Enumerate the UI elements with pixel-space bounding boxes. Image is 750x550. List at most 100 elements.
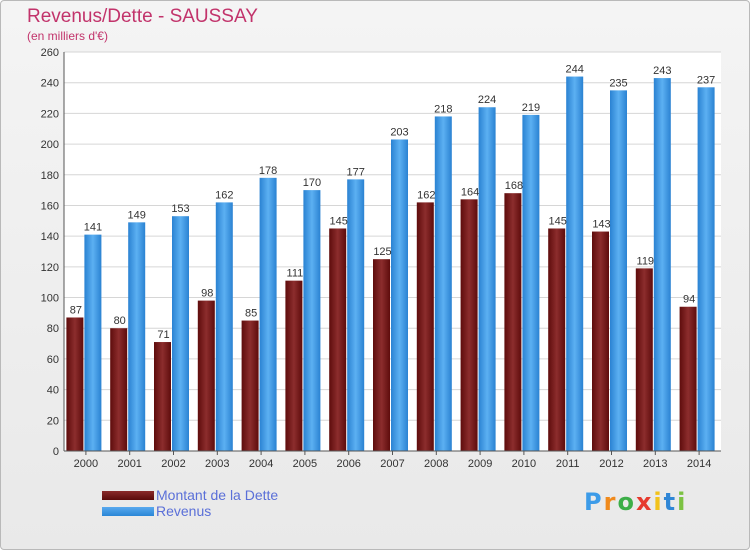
x-tick-label-2012: 2012 — [599, 458, 623, 470]
data-label-revenue-2000: 141 — [84, 222, 102, 234]
legend-swatch-debt — [102, 491, 154, 500]
logo-letter: r — [603, 488, 618, 516]
data-label-debt-2002: 71 — [157, 329, 169, 341]
proxiti-logo: Proxiti — [584, 488, 687, 516]
data-label-debt-2005: 111 — [287, 268, 304, 280]
y-tick-label: 20 — [47, 415, 59, 427]
logo-letter: t — [663, 488, 678, 516]
x-tick-label-2007: 2007 — [380, 458, 404, 470]
logo-letter: P — [584, 488, 604, 516]
data-label-revenue-2012: 235 — [609, 77, 627, 89]
y-tick-label: 200 — [41, 139, 59, 151]
bar-debt-2000 — [66, 317, 84, 451]
data-label-debt-2010: 168 — [505, 180, 523, 192]
data-label-debt-2006: 145 — [330, 215, 348, 227]
data-label-revenue-2006: 177 — [347, 166, 365, 178]
y-tick-label: 120 — [41, 262, 59, 274]
data-label-revenue-2005: 170 — [303, 177, 321, 189]
bar-debt-2009 — [460, 199, 478, 451]
x-tick-label-2001: 2001 — [117, 458, 141, 470]
bar-debt-2014 — [679, 306, 697, 451]
bar-debt-2010 — [504, 193, 522, 451]
bar-debt-2003 — [197, 300, 215, 451]
bar-debt-2011 — [548, 228, 566, 451]
bar-revenue-2013 — [653, 78, 671, 451]
bar-revenue-2000 — [84, 234, 102, 451]
legend-label-revenue: Revenus — [156, 503, 212, 519]
bar-debt-2012 — [592, 231, 609, 451]
x-tick-label-2005: 2005 — [293, 458, 317, 470]
bar-revenue-2002 — [172, 216, 189, 451]
bar-debt-2002 — [154, 342, 171, 451]
x-tick-label-2003: 2003 — [205, 458, 229, 470]
data-label-debt-2009: 164 — [461, 186, 479, 198]
bar-revenue-2009 — [478, 107, 496, 451]
bar-debt-2013 — [635, 268, 653, 451]
data-label-debt-2013: 119 — [637, 255, 655, 267]
logo-letter: x — [635, 488, 654, 516]
x-tick-label-2004: 2004 — [249, 458, 273, 470]
data-label-revenue-2009: 224 — [478, 94, 496, 106]
x-tick-label-2009: 2009 — [468, 458, 492, 470]
data-label-revenue-2003: 162 — [215, 189, 233, 201]
data-label-debt-2001: 80 — [114, 315, 126, 327]
bar-revenue-2007 — [391, 139, 408, 451]
data-label-revenue-2010: 219 — [522, 102, 540, 114]
chart-subtitle: (en milliers d'€) — [27, 29, 108, 43]
y-tick-label: 40 — [47, 385, 59, 397]
x-tick-label-2006: 2006 — [336, 458, 360, 470]
x-tick-label-2014: 2014 — [687, 458, 711, 470]
y-tick-label: 260 — [41, 47, 59, 59]
data-label-revenue-2007: 203 — [390, 126, 408, 138]
bar-revenue-2012 — [610, 90, 627, 451]
y-tick-label: 160 — [41, 200, 59, 212]
logo-letter: o — [617, 488, 636, 516]
y-tick-label: 60 — [47, 354, 59, 366]
bar-revenue-2014 — [697, 87, 715, 452]
bar-debt-2007 — [373, 259, 390, 451]
data-label-debt-2011: 145 — [549, 215, 567, 227]
data-label-debt-2012: 143 — [592, 219, 610, 231]
data-label-debt-2003: 98 — [201, 288, 213, 300]
y-tick-label: 180 — [41, 170, 59, 182]
data-label-revenue-2014: 237 — [697, 74, 715, 86]
data-label-revenue-2004: 178 — [259, 165, 277, 177]
y-tick-label: 80 — [47, 323, 59, 335]
bar-debt-2006 — [329, 228, 347, 451]
x-tick-label-2010: 2010 — [512, 458, 536, 470]
logo-letter: i — [677, 488, 688, 516]
bar-debt-2005 — [285, 280, 303, 451]
data-label-debt-2000: 87 — [70, 304, 82, 316]
x-tick-label-2011: 2011 — [556, 458, 580, 470]
y-tick-label: 140 — [41, 231, 59, 243]
bar-revenue-2011 — [566, 76, 584, 452]
bar-revenue-2003 — [215, 202, 233, 451]
data-label-revenue-2001: 149 — [128, 209, 146, 221]
data-label-debt-2007: 125 — [373, 246, 391, 258]
legend-swatch-revenue — [102, 507, 154, 516]
bar-debt-2008 — [416, 202, 434, 451]
x-tick-label-2000: 2000 — [74, 458, 98, 470]
bar-revenue-2010 — [522, 114, 540, 452]
y-tick-label: 0 — [53, 446, 59, 458]
bar-debt-2001 — [110, 328, 128, 451]
data-label-revenue-2013: 243 — [653, 65, 671, 77]
bar-revenue-2008 — [434, 116, 452, 451]
data-label-revenue-2002: 153 — [171, 203, 189, 215]
bar-revenue-2005 — [303, 190, 321, 451]
bar-debt-2004 — [241, 320, 259, 451]
data-label-debt-2008: 162 — [417, 189, 435, 201]
legend-label-debt: Montant de la Dette — [156, 487, 279, 503]
y-tick-label: 100 — [41, 293, 59, 305]
bar-revenue-2001 — [128, 222, 146, 451]
data-label-debt-2014: 94 — [683, 294, 695, 306]
y-tick-label: 220 — [41, 108, 59, 120]
bar-revenue-2004 — [259, 177, 277, 452]
x-tick-label-2013: 2013 — [643, 458, 667, 470]
chart-title: Revenus/Dette - SAUSSAY — [27, 6, 258, 27]
y-tick-label: 240 — [41, 78, 59, 90]
x-tick-label-2008: 2008 — [424, 458, 448, 470]
bar-revenue-2006 — [347, 179, 365, 451]
